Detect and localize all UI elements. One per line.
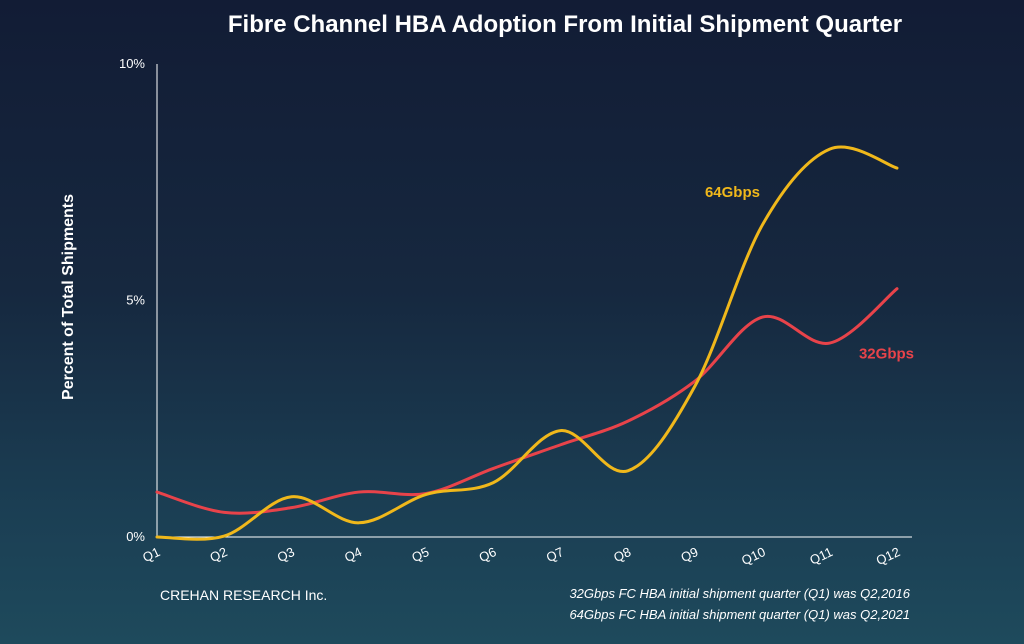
- x-tick-labels: Q1 Q2 Q3 Q4 Q5 Q6 Q7 Q8 Q9 Q10 Q11 Q12: [140, 544, 902, 568]
- series-line-32gbps: [155, 287, 899, 515]
- y-tick-label: 10%: [119, 56, 145, 71]
- y-axis-label: Percent of Total Shipments: [60, 194, 77, 400]
- y-tick-label: 5%: [126, 293, 145, 308]
- x-tick-label: Q7: [544, 544, 566, 565]
- series-lines: [155, 145, 899, 541]
- y-tick-labels: 0% 5% 10%: [119, 56, 145, 544]
- note-64gbps: 64Gbps FC HBA initial shipment quarter (…: [569, 607, 910, 622]
- x-tick-label: Q12: [874, 544, 903, 568]
- x-tick-label: Q4: [342, 544, 364, 565]
- credit-label: CREHAN RESEARCH Inc.: [160, 587, 327, 603]
- x-tick-label: Q1: [140, 544, 162, 565]
- series-labels: 32Gbps 64Gbps: [705, 184, 914, 363]
- x-tick-label: Q2: [207, 544, 229, 565]
- note-32gbps: 32Gbps FC HBA initial shipment quarter (…: [569, 586, 910, 601]
- y-tick-label: 0%: [126, 529, 145, 544]
- series-label-64gbps: 64Gbps: [705, 184, 760, 201]
- x-tick-label: Q5: [409, 544, 431, 565]
- x-tick-label: Q3: [275, 544, 297, 565]
- chart-title: Fibre Channel HBA Adoption From Initial …: [228, 11, 902, 38]
- x-tick-label: Q11: [807, 544, 835, 568]
- series-line-64gbps: [155, 145, 899, 541]
- x-tick-label: Q10: [739, 544, 768, 568]
- x-tick-label: Q8: [611, 544, 633, 565]
- series-label-32gbps: 32Gbps: [859, 346, 914, 363]
- x-tick-label: Q9: [678, 544, 700, 565]
- x-tick-label: Q6: [477, 544, 499, 565]
